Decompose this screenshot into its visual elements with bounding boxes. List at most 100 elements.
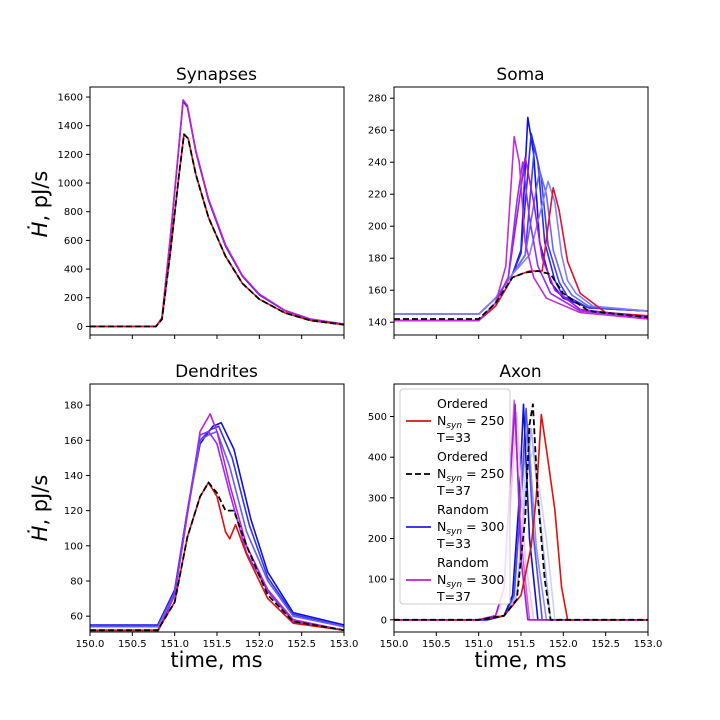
- legend-label: Ordered: [437, 396, 488, 411]
- x-tick-label: 151.5: [203, 639, 232, 650]
- y-tick-label: 140: [368, 318, 387, 329]
- legend-nsyn-prefix: N: [437, 572, 446, 587]
- panel-title: Soma: [496, 65, 544, 85]
- y-tick-label: 0: [77, 322, 83, 333]
- series-line: [394, 187, 648, 322]
- y-tick-label: 200: [368, 222, 387, 233]
- dendrites-panel: Dendrites 60 80 100 120 140 160 180 150.0 150.5 1…: [64, 362, 358, 650]
- y-tick-label: 280: [368, 94, 387, 105]
- legend-label: Random: [437, 502, 489, 517]
- y-tick-label: 300: [368, 493, 387, 504]
- x-tick-label: 150.0: [380, 639, 409, 650]
- series-group: [394, 116, 648, 322]
- y-tick-label: 160: [64, 436, 83, 447]
- legend-nsyn-prefix: N: [437, 519, 446, 534]
- x-tick-label: 150.0: [76, 639, 105, 650]
- legend-label: Ordered: [437, 449, 488, 464]
- legend-nsyn-subscript: syn: [446, 580, 462, 590]
- legend-label: T=37: [436, 589, 471, 604]
- legend-label: Nsyn = 250: [437, 466, 504, 484]
- x-tick-label: 152.5: [591, 639, 620, 650]
- y-tick-label: 600: [64, 236, 83, 247]
- legend-nsyn-prefix: N: [437, 466, 446, 481]
- y-axis-label-unit: , pJ/s: [28, 171, 52, 222]
- y-tick-label: 60: [70, 612, 83, 623]
- y-tick-label: 220: [368, 190, 387, 201]
- y-tick-label: 200: [368, 534, 387, 545]
- series-line: [394, 180, 648, 316]
- x-tick-label: 151.0: [160, 639, 189, 650]
- y-tick-label: 1600: [58, 93, 83, 104]
- y-tick-label: 240: [368, 158, 387, 169]
- series-line: [394, 413, 648, 621]
- series-line: [90, 133, 344, 328]
- legend-nsyn-value: = 250: [462, 466, 504, 481]
- y-tick-label: 400: [368, 453, 387, 464]
- series-line: [394, 403, 648, 621]
- soma-panel: Soma 140 160 180 200 220 240 260 280: [368, 65, 649, 339]
- legend-label: Nsyn = 300: [437, 572, 504, 590]
- y-tick-label: 500: [368, 412, 387, 423]
- legend-label: T=33: [436, 430, 471, 445]
- plot-area: 60 80 100 120 140 160 180 150.0 150.5 151.0 151.5 1…: [64, 383, 359, 650]
- synapses-panel: Synapses 0 200 400 600 800 1000 1200 1400 1600: [58, 65, 345, 339]
- x-tick-label: 152.0: [245, 639, 274, 650]
- x-tick-label: 152.5: [287, 639, 316, 650]
- legend-label: Nsyn = 250: [437, 413, 504, 431]
- legend-nsyn-prefix: N: [437, 413, 446, 428]
- axon-panel: Axon 0 100 200 300 400 500 150.0 150.5 151.0 151.…: [368, 362, 662, 650]
- y-tick-label: 120: [64, 506, 83, 517]
- series-line: [90, 430, 344, 632]
- y-axis-label-symbol: Ḣ: [27, 525, 52, 541]
- y-tick-label: 200: [64, 293, 83, 304]
- x-tick-label: 152.0: [549, 639, 578, 650]
- y-tick-label: 1200: [58, 150, 83, 161]
- panel-title: Axon: [499, 362, 541, 382]
- y-axis-label-symbol: Ḣ: [27, 221, 52, 237]
- legend-label: T=33: [436, 536, 471, 551]
- y-tick-label: 180: [64, 401, 83, 412]
- x-tick-label: 151.0: [464, 639, 493, 650]
- y-tick-label: 100: [64, 541, 83, 552]
- legend-label: T=37: [436, 483, 471, 498]
- legend-label: Nsyn = 300: [437, 519, 504, 537]
- y-tick-label: 400: [64, 265, 83, 276]
- legend-label: Random: [437, 555, 489, 570]
- x-axis-label: time, ms: [474, 648, 566, 672]
- x-tick-label: 150.5: [422, 639, 451, 650]
- y-tick-label: 0: [381, 615, 387, 626]
- legend-nsyn-value: = 300: [462, 519, 504, 534]
- legend-nsyn-subscript: syn: [446, 474, 462, 484]
- legend-frame: [399, 388, 511, 605]
- y-tick-label: 80: [70, 576, 83, 587]
- x-tick-label: 150.5: [118, 639, 147, 650]
- y-tick-label: 260: [368, 126, 387, 137]
- panel-title: Dendrites: [175, 362, 258, 382]
- series-group: [90, 413, 344, 632]
- x-tick-label: 153.0: [330, 639, 359, 650]
- legend-nsyn-subscript: syn: [446, 527, 462, 537]
- y-axis-label: Ḣ, pJ/s: [27, 475, 52, 542]
- legend-nsyn-value: = 250: [462, 413, 504, 428]
- legend-nsyn-value: = 300: [462, 572, 504, 587]
- plot-area: 140 160 180 200 220 240 260 280: [368, 86, 649, 339]
- y-tick-label: 1000: [58, 179, 83, 190]
- y-tick-label: 100: [368, 575, 387, 586]
- y-tick-label: 1400: [58, 121, 83, 132]
- y-tick-label: 180: [368, 254, 387, 265]
- x-tick-label: 151.5: [507, 639, 536, 650]
- y-axis-label: Ḣ, pJ/s: [27, 171, 52, 238]
- y-tick-label: 160: [368, 286, 387, 297]
- series-line: [90, 430, 344, 628]
- series-line: [394, 270, 648, 320]
- legend-nsyn-subscript: syn: [446, 421, 462, 431]
- x-axis-label: time, ms: [170, 648, 262, 672]
- panel-title: Synapses: [176, 65, 257, 85]
- series-line: [90, 481, 344, 632]
- series-group: [90, 99, 344, 328]
- y-axis-label-unit: , pJ/s: [28, 475, 52, 526]
- plot-area: 0 200 400 600 800 1000 1200 1400 1600: [58, 86, 345, 339]
